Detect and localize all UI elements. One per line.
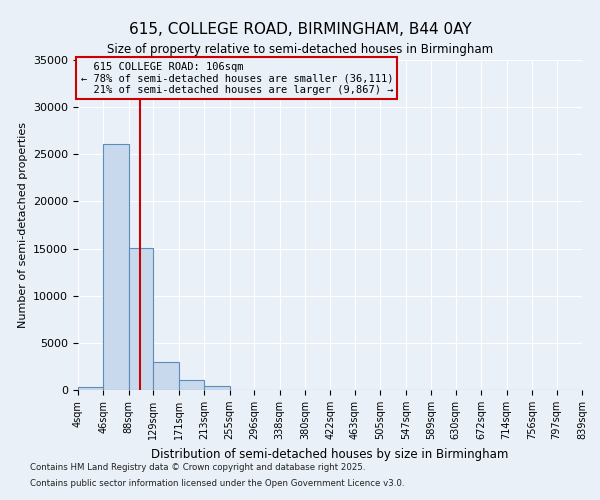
Text: Contains HM Land Registry data © Crown copyright and database right 2025.: Contains HM Land Registry data © Crown c… <box>30 464 365 472</box>
Bar <box>179 380 204 390</box>
Bar <box>78 386 103 390</box>
Bar <box>204 386 230 390</box>
Text: Size of property relative to semi-detached houses in Birmingham: Size of property relative to semi-detach… <box>107 42 493 56</box>
Bar <box>129 248 154 390</box>
Text: 615 COLLEGE ROAD: 106sqm
← 78% of semi-detached houses are smaller (36,111)
  21: 615 COLLEGE ROAD: 106sqm ← 78% of semi-d… <box>80 62 393 95</box>
X-axis label: Distribution of semi-detached houses by size in Birmingham: Distribution of semi-detached houses by … <box>151 448 509 460</box>
Text: Contains public sector information licensed under the Open Government Licence v3: Contains public sector information licen… <box>30 478 404 488</box>
Bar <box>154 362 179 390</box>
Y-axis label: Number of semi-detached properties: Number of semi-detached properties <box>17 122 28 328</box>
Text: 615, COLLEGE ROAD, BIRMINGHAM, B44 0AY: 615, COLLEGE ROAD, BIRMINGHAM, B44 0AY <box>128 22 472 38</box>
Bar <box>103 144 129 390</box>
